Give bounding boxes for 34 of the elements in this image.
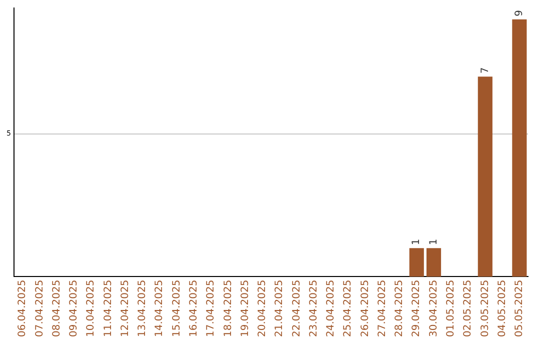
x-tick-label: 27.04.2025 [376,280,388,338]
x-tick-label: 13.04.2025 [137,280,148,338]
x-tick-label: 21.04.2025 [274,280,286,338]
data-label: 7 [480,67,491,74]
x-tick-label: 15.04.2025 [171,280,182,338]
x-tick-label: 24.04.2025 [326,280,337,338]
x-tick-label: 26.04.2025 [360,280,371,338]
x-tick-label: 23.04.2025 [308,280,320,338]
x-tick-label: 22.04.2025 [291,280,302,338]
x-tick-label: 29.04.2025 [411,280,422,338]
x-tick-label: 17.04.2025 [206,280,217,338]
x-tick-label: 11.04.2025 [102,280,114,338]
data-label: 1 [428,238,440,246]
x-tick-label: 04.05.2025 [496,280,508,338]
x-tick-label: 25.04.2025 [342,280,354,338]
x-tick-label: 05.05.2025 [514,280,526,338]
x-tick-label: 28.04.2025 [394,280,406,338]
data-label: 1 [411,238,422,246]
x-tick-label: 16.04.2025 [188,280,200,338]
x-tick-label: 18.04.2025 [222,280,234,338]
data-label: 9 [514,10,526,16]
x-tick-label: 06.04.2025 [17,280,28,338]
x-tick-label: 08.04.2025 [51,280,62,338]
x-tick-label: 03.05.2025 [480,280,491,338]
x-tick-label: 19.04.2025 [240,280,251,338]
x-tick-label: 02.05.2025 [462,280,474,338]
x-tick-label: 30.04.2025 [428,280,440,338]
x-tick-label: 07.04.2025 [34,280,46,338]
x-tick-label: 12.04.2025 [120,280,131,338]
x-tick-label: 01.05.2025 [445,280,456,338]
x-tick-label: 20.04.2025 [257,280,268,338]
x-tick-label: 09.04.2025 [68,280,80,338]
x-tick-label: 10.04.2025 [86,280,97,338]
x-tick-label: 14.04.2025 [154,280,166,338]
